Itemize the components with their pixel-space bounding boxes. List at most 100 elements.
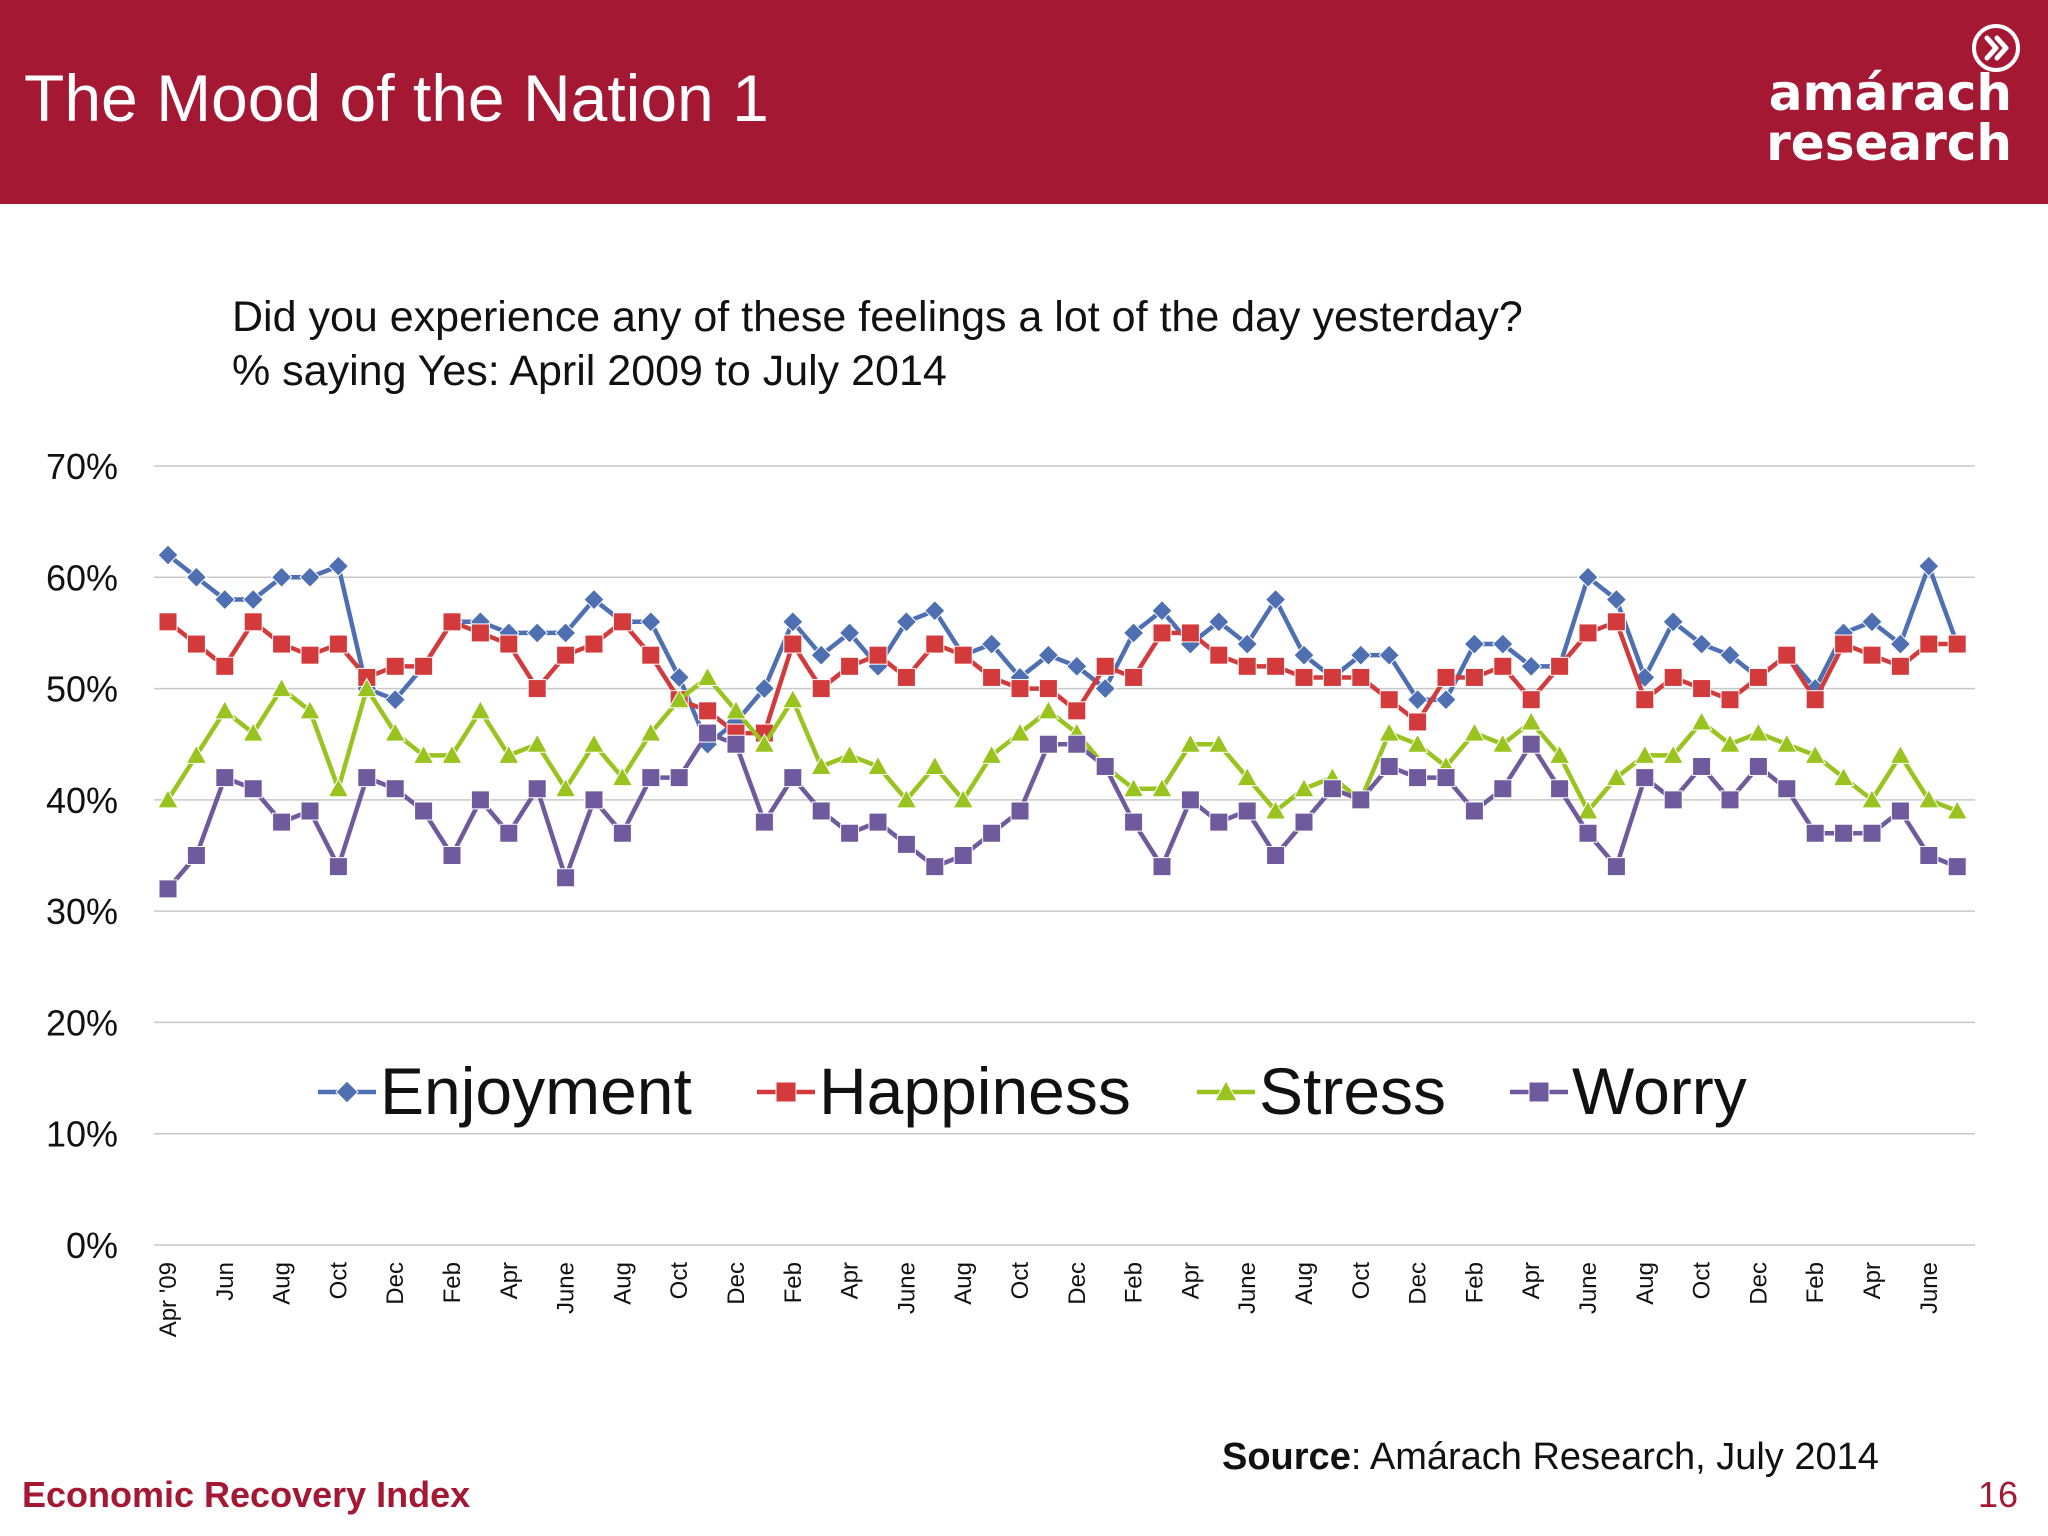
data-point-enjoyment <box>1605 588 1628 611</box>
y-tick-label: 10% <box>46 1114 118 1155</box>
data-point-happiness <box>925 634 945 654</box>
data-point-worry <box>1748 756 1768 776</box>
data-point-stress <box>1207 733 1230 753</box>
data-point-happiness <box>300 645 320 665</box>
x-tick-label: Aug <box>1291 1262 1318 1305</box>
data-point-stress <box>611 766 634 787</box>
data-point-worry <box>1209 812 1229 832</box>
data-point-worry <box>1777 779 1797 799</box>
data-point-enjoyment <box>838 622 861 644</box>
data-point-worry <box>698 723 718 743</box>
y-tick-label: 50% <box>46 669 118 710</box>
legend-label-worry: Worry <box>1572 1054 1747 1128</box>
data-point-enjoyment <box>1378 644 1400 666</box>
legend-marker-happiness <box>775 1081 797 1103</box>
data-point-enjoyment <box>810 644 832 666</box>
data-point-worry <box>669 768 689 788</box>
data-point-worry <box>1805 823 1825 843</box>
data-point-stress <box>1775 733 1798 753</box>
x-tick-label: Apr <box>837 1262 864 1299</box>
data-point-worry <box>1322 779 1342 799</box>
data-point-enjoyment <box>1264 588 1287 611</box>
data-point-stress <box>639 722 662 742</box>
data-point-happiness <box>1067 701 1087 721</box>
data-point-enjoyment <box>299 566 321 588</box>
data-point-enjoyment <box>185 566 208 588</box>
data-point-stress <box>1747 722 1770 742</box>
data-point-stress <box>1037 699 1060 720</box>
data-point-worry <box>1578 823 1598 843</box>
data-point-worry <box>1890 801 1910 821</box>
y-tick-label: 0% <box>66 1225 118 1266</box>
footer-index-name: Economic Recovery Index <box>22 1474 471 1515</box>
data-point-stress <box>1236 766 1259 787</box>
data-point-worry <box>840 823 860 843</box>
data-point-enjoyment <box>980 633 1003 655</box>
data-point-happiness <box>1010 679 1030 699</box>
data-point-stress <box>1690 710 1713 731</box>
data-point-happiness <box>1209 645 1229 665</box>
data-point-worry <box>925 857 945 877</box>
data-point-worry <box>1436 768 1456 788</box>
data-point-happiness <box>1180 623 1200 643</box>
data-point-happiness <box>1351 667 1371 687</box>
data-point-stress <box>725 699 747 720</box>
data-point-worry <box>1010 801 1030 821</box>
data-point-happiness <box>698 701 718 721</box>
series-line-enjoyment <box>166 553 1960 747</box>
data-point-stress <box>469 699 492 720</box>
data-point-stress <box>1293 777 1315 798</box>
data-point-happiness <box>1322 667 1342 687</box>
data-point-happiness <box>953 645 973 665</box>
x-tick-label: Oct <box>1689 1262 1716 1300</box>
data-point-enjoyment <box>640 611 662 633</box>
data-point-worry <box>1180 790 1200 810</box>
data-point-worry <box>641 768 661 788</box>
data-point-worry <box>442 846 462 865</box>
data-point-worry <box>1294 812 1314 832</box>
data-point-happiness <box>783 634 803 654</box>
data-point-worry <box>414 801 434 821</box>
data-point-enjoyment <box>1577 566 1599 588</box>
data-point-worry <box>1834 823 1854 843</box>
data-point-worry <box>584 790 604 810</box>
data-point-stress <box>384 722 407 742</box>
data-point-worry <box>470 790 490 810</box>
data-point-stress <box>1861 788 1883 809</box>
legend-label-happiness: Happiness <box>819 1054 1131 1128</box>
data-point-enjoyment <box>1861 611 1883 633</box>
data-point-stress <box>213 699 236 720</box>
data-point-happiness <box>1692 679 1712 699</box>
data-point-enjoyment <box>242 588 264 611</box>
legend-marker-enjoyment <box>335 1080 359 1104</box>
data-point-stress <box>1463 722 1486 742</box>
legend-marker-stress <box>1214 1079 1238 1102</box>
data-point-enjoyment <box>1037 644 1060 666</box>
data-point-happiness <box>1748 667 1768 687</box>
data-point-enjoyment <box>924 599 946 622</box>
data-point-happiness <box>1379 690 1399 710</box>
data-point-stress <box>1889 744 1912 764</box>
source-note: Source: Amárach Research, July 2014 <box>1222 1436 1879 1479</box>
data-point-stress <box>980 744 1003 764</box>
data-point-happiness <box>1266 656 1286 676</box>
data-point-stress <box>838 744 861 764</box>
x-tick-label: Apr '09 <box>155 1262 182 1337</box>
data-point-happiness <box>982 667 1002 687</box>
x-tick-label: Oct <box>325 1262 352 1300</box>
data-point-stress <box>1719 733 1741 753</box>
y-tick-label: 70% <box>46 446 118 487</box>
data-point-happiness <box>1635 690 1655 710</box>
data-point-enjoyment <box>384 688 406 711</box>
data-point-worry <box>1237 801 1257 821</box>
data-point-stress <box>441 744 463 764</box>
data-point-stress <box>1179 733 1202 753</box>
data-point-happiness <box>1237 656 1257 676</box>
data-point-worry <box>328 857 348 877</box>
x-tick-label: Dec <box>1064 1262 1091 1305</box>
data-point-stress <box>668 688 691 709</box>
data-point-stress <box>895 788 918 809</box>
data-point-happiness <box>1606 612 1626 632</box>
data-point-happiness <box>612 612 632 632</box>
logo-text-line2: research <box>1766 114 2012 172</box>
